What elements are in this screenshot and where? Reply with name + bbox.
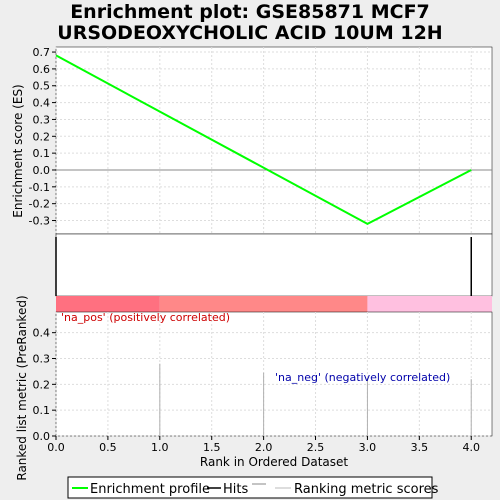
negative-correlation-annotation: 'na_neg' (negatively correlated) [275, 371, 450, 384]
es-y-axis-label: Enrichment score (ES) [11, 84, 25, 217]
metric-y-tick-label: 0.3 [33, 353, 51, 366]
x-tick-label: 0.5 [99, 441, 117, 454]
es-y-tick-label: 0.5 [33, 80, 51, 93]
x-tick-label: 4.0 [462, 441, 480, 454]
enrichment-profile-line [55, 54, 472, 226]
chart-title-line-1: Enrichment plot: GSE85871 MCF7 [70, 1, 430, 23]
es-y-tick-label: 0.4 [33, 97, 51, 110]
enrichment-score-panel: 0.7 0.6 0.5 0.4 0.3 0.2 0.1 0.0 -0.1 -0.2 -0.3 Enr… [11, 46, 493, 235]
ranking-heatmap-bar [56, 296, 492, 312]
es-y-tick-label: 0.1 [33, 147, 51, 160]
es-y-tick-label: 0.0 [33, 164, 51, 177]
x-tick-label: 2.5 [307, 441, 325, 454]
x-axis-label: Rank in Ordered Dataset [200, 455, 348, 469]
x-tick-label: 3.0 [359, 441, 377, 454]
hits-panel [55, 233, 493, 297]
es-y-tick-label: 0.3 [33, 113, 51, 126]
legend-hits-label: Hits [223, 482, 248, 497]
metric-y-axis-label: Ranked list metric (PreRanked) [15, 295, 29, 480]
ranked-metric-panel: 0.4 0.3 0.2 0.1 0.0 'na_pos' (positively cor… [15, 295, 493, 481]
es-y-tick-label: -0.3 [29, 215, 50, 228]
es-y-tick-label: -0.1 [29, 181, 50, 194]
chart-title-line-2: URSODEOXYCHOLIC ACID 10UM 12H [57, 22, 442, 44]
hits-plot-area [55, 233, 493, 297]
metric-y-tick-label: 0.2 [33, 378, 51, 391]
legend-box [67, 476, 433, 499]
x-tick-label: 2.0 [255, 441, 273, 454]
es-plot-area [55, 46, 493, 235]
legend-ranking-metric-label: Ranking metric scores [294, 482, 439, 497]
heatmap-segment [56, 296, 160, 312]
positive-correlation-annotation: 'na_pos' (positively correlated) [61, 311, 230, 324]
es-y-tick-label: 0.6 [33, 63, 51, 76]
x-tick-label: 3.5 [411, 441, 429, 454]
metric-y-tick-label: 0.4 [33, 327, 51, 340]
heatmap-segment [367, 296, 492, 312]
es-y-tick-label: 0.7 [33, 46, 51, 59]
legend-enrichment-profile-label: Enrichment profile [90, 482, 210, 497]
x-tick-label: 1.5 [203, 441, 221, 454]
metric-y-tick-label: 0.0 [33, 430, 51, 443]
x-tick-label: 0.0 [47, 441, 65, 454]
heatmap-segment [159, 296, 368, 312]
metric-y-tick-label: 0.1 [33, 404, 51, 417]
legend: Enrichment profile Hits Ranking metric s… [67, 476, 439, 499]
x-tick-label: 1.0 [151, 441, 169, 454]
es-y-tick-label: 0.2 [33, 130, 51, 143]
es-y-tick-label: -0.2 [29, 198, 50, 211]
